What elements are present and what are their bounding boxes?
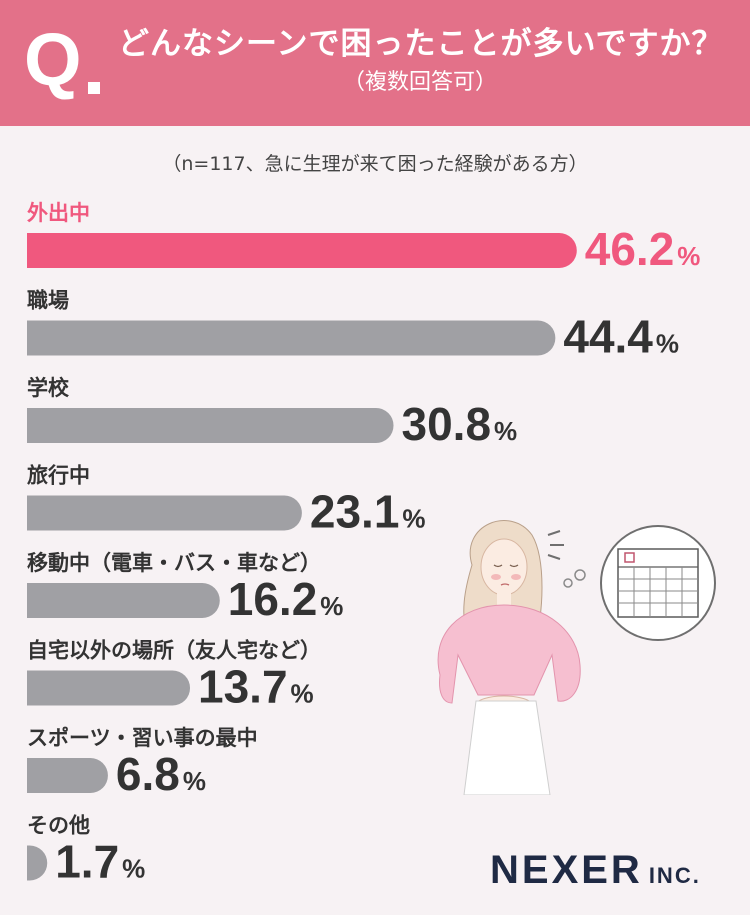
value-number: 13.7 (198, 661, 288, 713)
value-label: 44.4% (563, 311, 679, 363)
logo-suffix: INC. (648, 863, 701, 888)
calendar-icon (617, 548, 699, 618)
value-unit: % (320, 591, 343, 621)
value-label: 6.8% (116, 748, 206, 800)
value-label: 46.2% (585, 223, 701, 275)
category-label: 自宅以外の場所（友人宅など） (27, 639, 321, 663)
q-letter: Q (24, 18, 82, 101)
bar (27, 583, 220, 618)
sample-note: （n=117、急に生理が来て困った経験がある方） (162, 153, 588, 175)
bar (27, 408, 394, 443)
value-unit: % (677, 241, 700, 271)
bar (27, 758, 108, 793)
category-label: 学校 (27, 376, 70, 400)
logo-name: NEXER (490, 848, 643, 892)
value-unit: % (122, 854, 145, 884)
value-label: 16.2% (228, 573, 344, 625)
value-unit: % (183, 766, 206, 796)
question-header: Q どんなシーンで困ったことが多いですか？ （複数回答可） (0, 0, 750, 126)
value-label: 1.7% (55, 836, 145, 888)
question-subtitle: （複数回答可） (342, 70, 497, 95)
category-label: その他 (27, 814, 90, 838)
value-number: 46.2 (585, 223, 675, 275)
value-label: 23.1% (310, 486, 426, 538)
value-label: 30.8% (402, 398, 518, 450)
bar (27, 495, 302, 531)
value-unit: % (402, 504, 425, 534)
question-title: どんなシーンで困ったことが多いですか？ (118, 26, 724, 62)
category-label: 外出中 (27, 201, 90, 225)
value-label: 13.7% (198, 661, 314, 713)
value-number: 6.8 (116, 748, 180, 800)
category-label: 旅行中 (27, 464, 90, 488)
bar (27, 233, 577, 268)
value-number: 44.4 (563, 311, 653, 363)
bar (27, 845, 48, 881)
value-number: 1.7 (55, 836, 119, 888)
value-unit: % (291, 679, 314, 709)
value-unit: % (656, 329, 679, 359)
q-dot (88, 82, 100, 94)
value-number: 30.8 (402, 398, 492, 450)
bar (27, 670, 191, 706)
category-label: 職場 (27, 289, 69, 313)
category-label: 移動中（電車・バス・車など） (27, 551, 321, 575)
bar (27, 320, 556, 356)
category-label: スポーツ・習い事の最中 (27, 726, 258, 750)
nexer-logo: NEXER INC. (490, 848, 740, 898)
value-number: 23.1 (310, 486, 400, 538)
value-unit: % (494, 416, 517, 446)
value-number: 16.2 (228, 573, 318, 625)
woman-stomachache-illustration (437, 520, 716, 795)
